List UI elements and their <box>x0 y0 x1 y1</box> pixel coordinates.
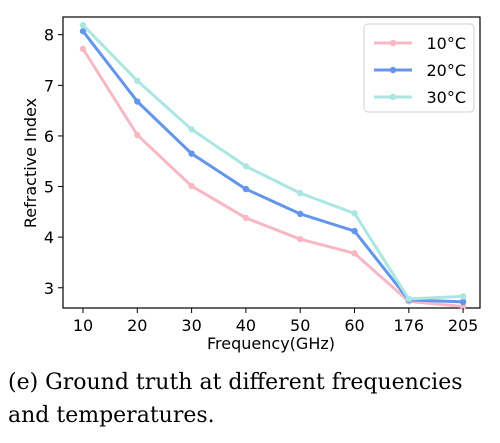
x-tick-label: 30 <box>181 316 201 335</box>
data-point <box>351 227 358 235</box>
data-point <box>134 131 141 139</box>
series-line <box>81 24 464 301</box>
data-point <box>297 210 304 218</box>
y-axis-ticks: 3 4 5 6 7 8 <box>44 26 63 298</box>
x-axis-ticks: 10 20 30 40 50 60 176 205 <box>73 308 479 335</box>
legend: 10°C 20°C 30°C <box>363 23 475 113</box>
x-tick-label: 40 <box>236 316 256 335</box>
y-tick-label: 4 <box>44 228 54 247</box>
y-tick-label: 7 <box>44 76 54 95</box>
data-point <box>459 298 467 306</box>
legend-label: 20°C <box>426 61 466 80</box>
x-tick-label: 50 <box>290 316 310 335</box>
y-tick-label: 5 <box>44 178 54 197</box>
data-point <box>79 21 87 29</box>
figure-caption: (e) Ground truth at different frequencie… <box>8 370 463 428</box>
y-tick-label: 3 <box>44 279 54 298</box>
series-line <box>81 30 464 304</box>
data-point <box>79 27 87 35</box>
legend-marker <box>389 66 397 74</box>
legend-box <box>363 23 475 113</box>
x-tick-label: 176 <box>394 316 425 335</box>
legend-entries: 10°C 20°C 30°C <box>374 34 466 107</box>
data-point <box>79 45 87 53</box>
data-point <box>134 77 141 84</box>
y-tick-label: 6 <box>44 127 54 146</box>
data-point <box>134 98 141 105</box>
data-point <box>297 189 304 197</box>
legend-label: 30°C <box>426 88 466 107</box>
x-tick-label: 205 <box>448 316 479 335</box>
x-tick-label: 10 <box>73 316 93 335</box>
series-layer <box>79 21 467 310</box>
legend-marker <box>389 39 397 47</box>
data-point <box>188 150 195 157</box>
data-point <box>242 185 250 193</box>
data-point <box>188 126 195 133</box>
x-tick-label: 60 <box>344 316 364 335</box>
line-chart: 3 4 5 6 7 8 10 20 30 40 50 60 176 205 Frequency(GHz)… <box>21 16 481 353</box>
legend-label: 10°C <box>426 34 466 53</box>
x-axis-label: Frequency(GHz) <box>207 334 335 353</box>
data-point <box>351 210 358 217</box>
data-point <box>405 295 412 303</box>
data-point <box>297 235 304 243</box>
y-axis-label: Refractive Index <box>21 98 40 228</box>
data-point <box>242 214 250 222</box>
data-point <box>351 250 358 257</box>
data-point <box>459 293 467 300</box>
data-point <box>188 182 195 190</box>
y-tick-label: 8 <box>44 26 54 45</box>
data-point <box>242 163 250 170</box>
data-point <box>459 303 467 310</box>
series-2 <box>79 27 467 306</box>
series-3 <box>79 21 467 303</box>
series-line <box>81 48 464 308</box>
x-tick-label: 20 <box>127 316 147 335</box>
legend-marker <box>389 93 397 101</box>
plot-frame <box>62 16 481 309</box>
